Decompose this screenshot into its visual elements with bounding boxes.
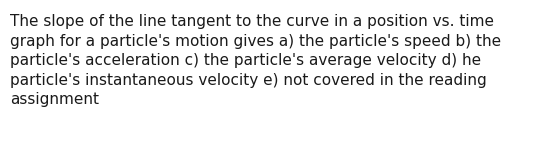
- Text: The slope of the line tangent to the curve in a position vs. time
graph for a pa: The slope of the line tangent to the cur…: [10, 14, 501, 107]
